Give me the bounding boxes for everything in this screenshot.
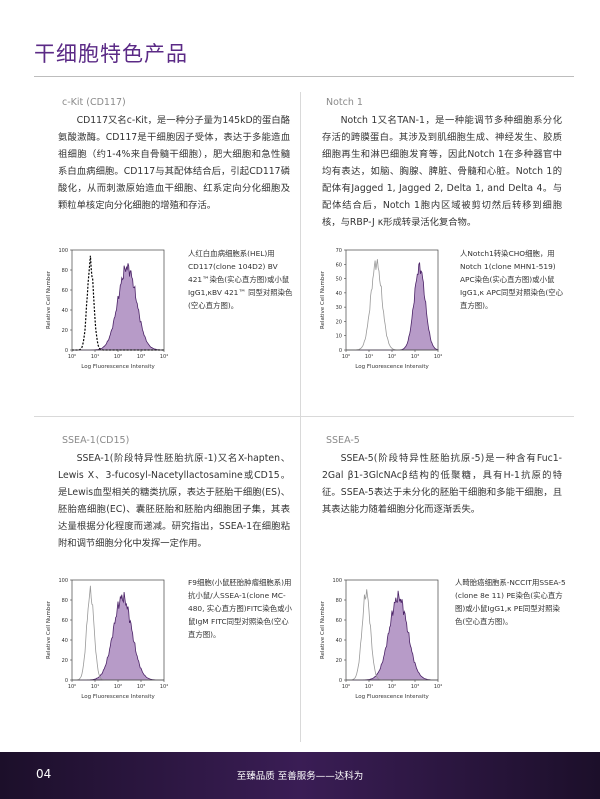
y-tick-label: 60 — [336, 618, 342, 624]
footer-band — [0, 752, 600, 799]
x-axis-label: Log Fluorescence Intensity — [81, 364, 155, 370]
y-tick-label: 0 — [65, 678, 68, 684]
y-tick-label: 20 — [62, 328, 68, 334]
page-number: 04 — [36, 767, 52, 781]
positive-histogram — [346, 590, 438, 681]
y-tick-label: 100 — [58, 248, 68, 254]
divider — [300, 92, 301, 742]
y-tick-label: 80 — [336, 598, 342, 604]
x-axis-label: Log Fluorescence Intensity — [81, 694, 155, 700]
histogram: 0 10 20 30 40 50 60 70 10⁰ 10¹ 10² 10³ 10⁴ Log Fluore… — [320, 248, 442, 370]
x-tick-label: 10³ — [137, 684, 145, 690]
positive-histogram — [346, 262, 439, 351]
histogram: 0 20 40 60 80 100 10⁰ 10¹ 10² 10³ 10⁴ Log Fluoresce… — [320, 578, 442, 700]
y-tick-label: 50 — [336, 277, 342, 283]
panel-caption: 人畸胎癌细胞系-NCCIT用SSEA-5 (clone 8e 11) PE染色(… — [455, 578, 566, 626]
y-tick-label: 0 — [339, 678, 342, 684]
y-axis-label: Relative Cell Number — [46, 270, 52, 329]
histogram: 0 20 40 60 80 100 10⁰ 10¹ 10² 10³ 10⁴ Log Fluoresce… — [46, 578, 168, 700]
y-tick-label: 20 — [336, 319, 342, 325]
x-tick-label: 10⁴ — [160, 684, 168, 690]
panel-heading: c-Kit (CD117) — [62, 97, 126, 108]
x-axis-label: Log Fluorescence Intensity — [355, 364, 429, 370]
y-tick-label: 30 — [336, 305, 342, 311]
slogan: 至臻品质 至善服务——达科为 — [236, 771, 364, 782]
y-tick-label: 40 — [336, 291, 342, 297]
x-tick-label: 10⁴ — [434, 354, 442, 360]
x-tick-label: 10⁰ — [342, 354, 350, 360]
y-axis-label: Relative Cell Number — [46, 600, 52, 659]
x-tick-label: 10⁰ — [342, 684, 350, 690]
x-tick-label: 10² — [388, 354, 396, 360]
panel-heading: SSEA-5 — [326, 435, 360, 446]
y-axis-label: Relative Cell Number — [320, 270, 326, 329]
x-tick-label: 10⁰ — [68, 684, 76, 690]
y-tick-label: 10 — [336, 334, 342, 340]
y-tick-label: 40 — [62, 308, 68, 314]
divider — [34, 416, 574, 417]
positive-histogram — [72, 263, 164, 351]
y-axis-label: Relative Cell Number — [320, 600, 326, 659]
y-tick-label: 20 — [336, 658, 342, 664]
x-tick-label: 10⁰ — [68, 354, 76, 360]
x-tick-label: 10² — [114, 354, 122, 360]
y-tick-label: 40 — [62, 638, 68, 644]
y-tick-label: 40 — [336, 638, 342, 644]
panel-heading: SSEA-1(CD15) — [62, 435, 130, 446]
x-tick-label: 10⁴ — [160, 354, 168, 360]
x-tick-label: 10³ — [411, 684, 419, 690]
y-tick-label: 0 — [339, 348, 342, 354]
x-tick-label: 10⁴ — [434, 684, 442, 690]
x-axis-label: Log Fluorescence Intensity — [355, 694, 429, 700]
x-tick-label: 10² — [388, 684, 396, 690]
y-tick-label: 100 — [58, 578, 68, 584]
y-tick-label: 0 — [65, 348, 68, 354]
y-tick-label: 20 — [62, 658, 68, 664]
panel-body: SSEA-5(阶段特异性胚胎抗原-5)是一种含有Fuc1-2Gal β1-3Gl… — [322, 453, 562, 515]
page-title: 干细胞特色产品 — [34, 42, 188, 66]
x-tick-label: 10¹ — [91, 684, 99, 690]
x-tick-label: 10² — [114, 684, 122, 690]
panel-caption: F9细胞(小鼠胚胎肿瘤细胞系)用抗小鼠/人SSEA-1(clone MC-480… — [188, 578, 292, 639]
y-tick-label: 60 — [336, 262, 342, 268]
panel-body: SSEA-1(阶段特异性胚胎抗原-1)又名X-hapten、Lewis X、3-… — [58, 453, 290, 549]
x-tick-label: 10³ — [411, 354, 419, 360]
histogram: 0 20 40 60 80 100 10⁰ 10¹ 10² 10³ 10⁴ Log Fluoresce… — [46, 248, 168, 370]
panel-body: CD117又名c-Kit，是一种分子量为145kD的蛋白酪氨酸激酶。CD117是… — [58, 115, 290, 211]
title-rule — [34, 76, 574, 77]
x-tick-label: 10¹ — [91, 354, 99, 360]
x-tick-label: 10¹ — [365, 354, 373, 360]
y-tick-label: 100 — [332, 578, 342, 584]
y-tick-label: 80 — [62, 598, 68, 604]
x-tick-label: 10³ — [137, 354, 145, 360]
panel-caption: 人Notch1转染CHO细胞，用Notch 1(clone MHN1-519) … — [460, 249, 564, 310]
y-tick-label: 70 — [336, 248, 342, 254]
y-tick-label: 60 — [62, 618, 68, 624]
panel-caption: 人红白血病细胞系(HEL)用CD117(clone 104D2) BV 421™… — [188, 249, 293, 310]
panel-heading: Notch 1 — [326, 97, 363, 108]
y-tick-label: 60 — [62, 288, 68, 294]
y-tick-label: 80 — [62, 268, 68, 274]
x-tick-label: 10¹ — [365, 684, 373, 690]
panel-body: Notch 1又名TAN-1，是一种能调节多种细胞系分化存活的跨膜蛋白。其涉及到… — [322, 115, 562, 228]
